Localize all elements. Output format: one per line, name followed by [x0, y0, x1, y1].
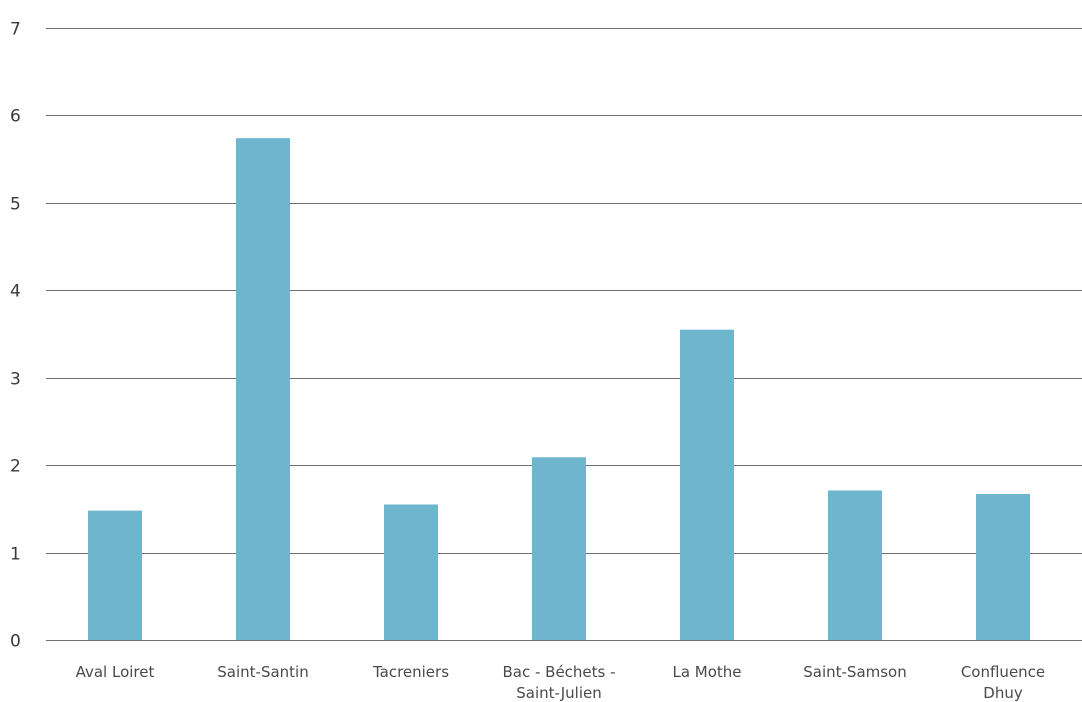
- y-tick-label: 4: [10, 282, 21, 302]
- x-tick-label: Saint-Santin: [217, 663, 308, 681]
- x-tick-label: Dhuy: [983, 684, 1023, 702]
- bar: [532, 457, 586, 640]
- x-tick-label: Bac - Béchets -: [502, 663, 615, 681]
- x-tick-label: La Mothe: [672, 663, 741, 681]
- x-tick-label: Confluence: [961, 663, 1045, 681]
- y-tick-label: 3: [10, 370, 21, 390]
- bar: [976, 493, 1030, 640]
- x-tick-label: Tacreniers: [372, 663, 449, 681]
- y-tick-label: 7: [10, 20, 21, 40]
- bar: [680, 329, 734, 640]
- bar: [236, 138, 290, 640]
- bars: [88, 138, 1030, 640]
- y-tick-label: 1: [10, 545, 21, 565]
- y-axis-ticks: 0 1 2 3 4 5 6 7: [10, 20, 21, 652]
- bar: [384, 504, 438, 640]
- y-tick-label: 2: [10, 457, 21, 477]
- y-tick-label: 0: [10, 632, 21, 652]
- bar: [828, 490, 882, 640]
- x-tick-label: Saint-Julien: [516, 684, 602, 702]
- bar: [88, 510, 142, 640]
- x-axis-labels: Aval Loiret Saint-Santin Tacreniers Bac - B…: [76, 663, 1046, 702]
- x-tick-label: Aval Loiret: [76, 663, 155, 681]
- y-tick-label: 6: [10, 107, 21, 127]
- x-tick-label: Saint-Samson: [803, 663, 907, 681]
- y-tick-label: 5: [10, 195, 21, 215]
